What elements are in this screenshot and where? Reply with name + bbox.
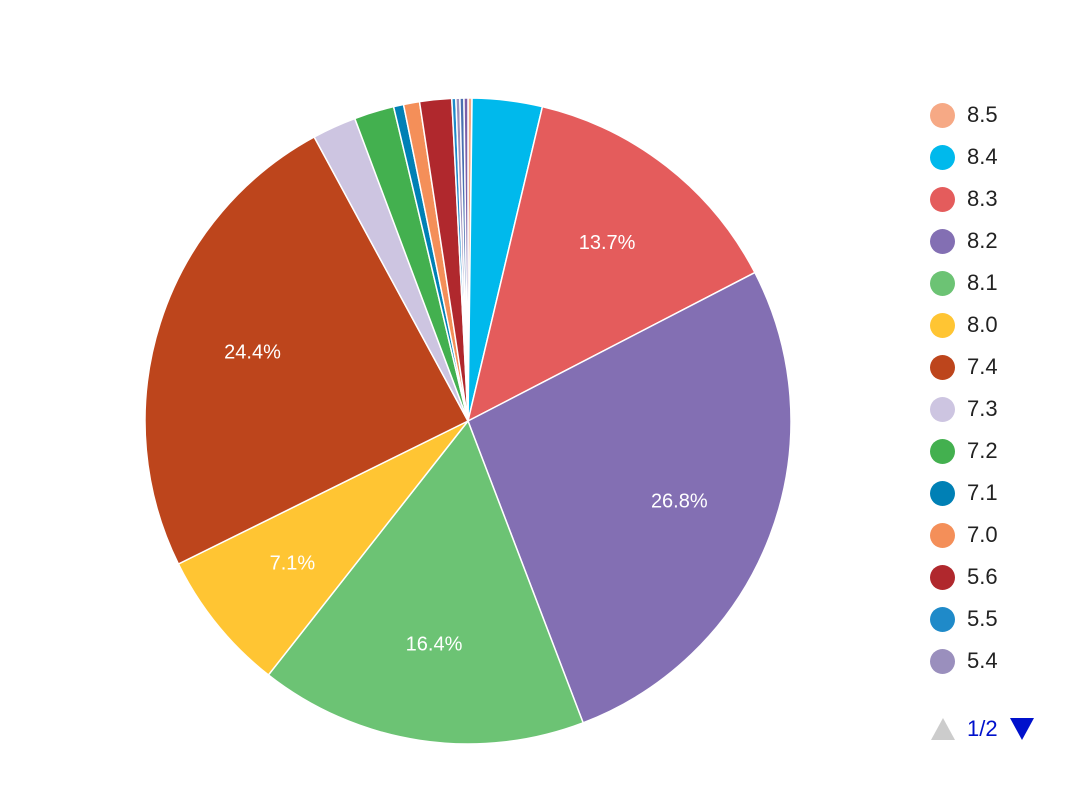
legend-label: 8.4 [967,144,998,169]
legend-swatch [930,354,955,380]
legend-label: 7.4 [967,354,998,379]
legend-item[interactable]: 5.6 [930,556,998,598]
legend-item[interactable]: 7.0 [930,514,998,556]
legend-item[interactable]: 8.0 [930,304,998,346]
legend-swatch [930,522,955,548]
triangle-up-icon[interactable] [929,716,957,742]
legend-item[interactable]: 5.5 [930,598,998,640]
legend-item[interactable]: 8.1 [930,262,998,304]
legend-label: 8.2 [967,228,998,253]
pie-slice-8-1[interactable] [267,419,585,745]
legend-label: 7.2 [967,438,998,463]
pie-slice-8-3[interactable] [466,105,756,423]
slice-percent-label: 13.7% [579,232,636,254]
legend-swatch [930,438,955,464]
legend-swatch [930,312,955,338]
legend-label: 7.1 [967,480,998,505]
pie-slice-8-0[interactable] [177,420,469,677]
legend-label: 7.3 [967,396,998,421]
legend-label: 8.5 [967,102,998,127]
legend-swatch [930,144,955,170]
legend-label: 8.0 [967,312,998,337]
legend-item[interactable]: 7.1 [930,472,998,514]
legend-swatch [930,102,955,128]
pie-slice-8-2[interactable] [467,271,792,724]
legend-label: 7.0 [967,522,998,547]
legend-label: 5.5 [967,606,998,631]
legend-swatch [930,270,955,296]
legend-item[interactable]: 7.2 [930,430,998,472]
legend-label: 5.6 [967,564,998,589]
slice-percent-label: 24.4% [224,342,281,364]
pie-slices [144,97,792,745]
legend-item[interactable]: 8.4 [930,136,998,178]
legend-swatch [930,648,955,674]
legend-pager: 1/2 [929,716,1036,742]
legend-item[interactable]: 7.4 [930,346,998,388]
legend-item[interactable]: 8.2 [930,220,998,262]
legend-page-indicator: 1/2 [967,716,998,741]
triangle-down-icon[interactable] [1008,716,1036,742]
legend-swatch [930,228,955,254]
legend-label: 5.4 [967,648,998,673]
pie-slice-labels: 13.7% 26.8% 16.4% 7.1% 24.4% [224,232,708,656]
slice-percent-label: 7.1% [270,553,316,575]
legend-swatch [930,606,955,632]
legend-swatch [930,564,955,590]
legend-swatch [930,396,955,422]
legend-label: 8.1 [967,270,998,295]
slice-percent-label: 26.8% [651,491,708,513]
legend-label: 8.3 [967,186,998,211]
legend: 8.5 8.4 8.3 8.2 8.1 8.0 7.4 7.3 7.2 7.1 7.0 5.6 5.5 5… [930,94,998,682]
legend-item[interactable]: 7.3 [930,388,998,430]
pie-slice-15[interactable] [463,97,469,422]
pie-slice-7-4[interactable] [144,135,470,566]
legend-item[interactable]: 8.3 [930,178,998,220]
legend-item[interactable]: 5.4 [930,640,998,682]
legend-item[interactable]: 8.5 [930,94,998,136]
legend-swatch [930,186,955,212]
slice-percent-label: 16.4% [406,634,463,656]
legend-swatch [930,480,955,506]
